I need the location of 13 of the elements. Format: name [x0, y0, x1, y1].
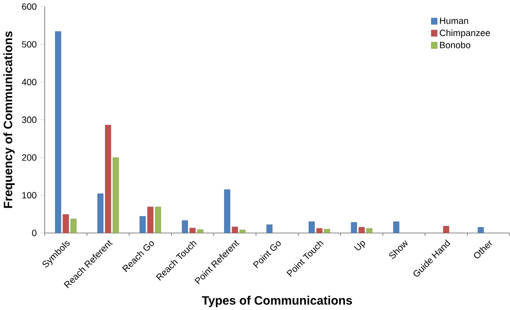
- y-tick-label: 500: [22, 40, 36, 48]
- y-tick-label: 400: [22, 78, 36, 86]
- y-tick-label: 100: [22, 192, 36, 198]
- x-tick-label: Up: [354, 240, 366, 250]
- y-tick-label: 600: [22, 3, 36, 10]
- y-axis-title: Frequency of Communications: [3, 31, 15, 208]
- legend-label: Bonobo: [440, 41, 470, 48]
- y-tick-label: 0: [32, 230, 36, 236]
- legend-label: Human: [440, 17, 468, 24]
- legend-label: Chimpanzee: [440, 29, 490, 38]
- y-tick-label: 300: [22, 116, 36, 123]
- x-axis-title: Types of Communications: [202, 296, 352, 307]
- y-tick-label: 200: [22, 154, 36, 161]
